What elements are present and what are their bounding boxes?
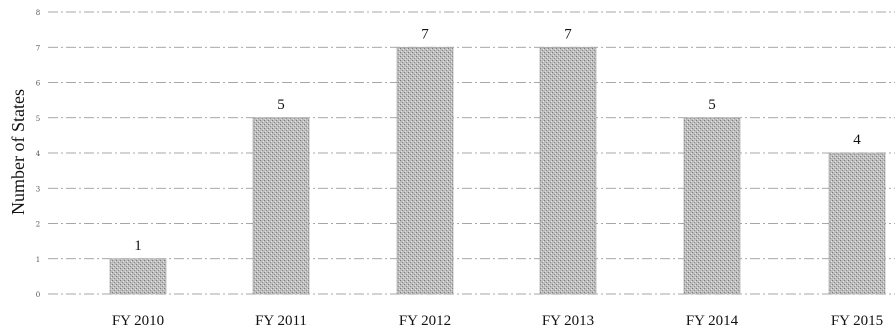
- x-tick-label: FY 2015: [831, 313, 883, 329]
- y-axis-title: Number of States: [8, 89, 28, 215]
- x-tick-label: FY 2013: [542, 313, 594, 329]
- y-tick-label: 8: [36, 9, 40, 17]
- y-tick-label: 4: [36, 150, 41, 158]
- bars: [109, 46, 886, 295]
- x-axis-ticks: FY 2010 FY 2011 FY 2012 FY 2013 FY 2014 FY 20…: [112, 313, 883, 329]
- data-label: 7: [421, 26, 429, 42]
- gridlines: [48, 11, 895, 295]
- bar: [109, 258, 167, 295]
- y-tick-label: 6: [36, 80, 41, 88]
- x-tick-label: FY 2012: [399, 313, 451, 329]
- y-tick-label: 5: [36, 115, 40, 123]
- data-label: 7: [564, 26, 572, 42]
- x-tick-label: FY 2010: [112, 313, 164, 329]
- y-tick-label: 0: [36, 291, 40, 299]
- data-label: 4: [853, 132, 861, 148]
- data-label: 1: [134, 238, 142, 254]
- bar: [828, 152, 886, 295]
- bar: [252, 117, 310, 295]
- data-label: 5: [708, 97, 716, 113]
- bar: [683, 117, 741, 295]
- y-tick-label: 3: [36, 185, 40, 193]
- y-tick-label: 1: [36, 256, 40, 264]
- x-tick-label: FY 2011: [255, 313, 307, 329]
- data-label: 5: [277, 97, 285, 113]
- bar: [539, 46, 597, 295]
- bar: [396, 46, 454, 295]
- data-labels: 1 5 7 7 5 4: [134, 26, 861, 254]
- y-tick-label: 7: [36, 44, 40, 52]
- y-axis-ticks: 0 1 2 3 4 5 6 7 8: [36, 9, 41, 299]
- y-tick-label: 2: [36, 221, 40, 229]
- x-tick-label: FY 2014: [686, 313, 739, 329]
